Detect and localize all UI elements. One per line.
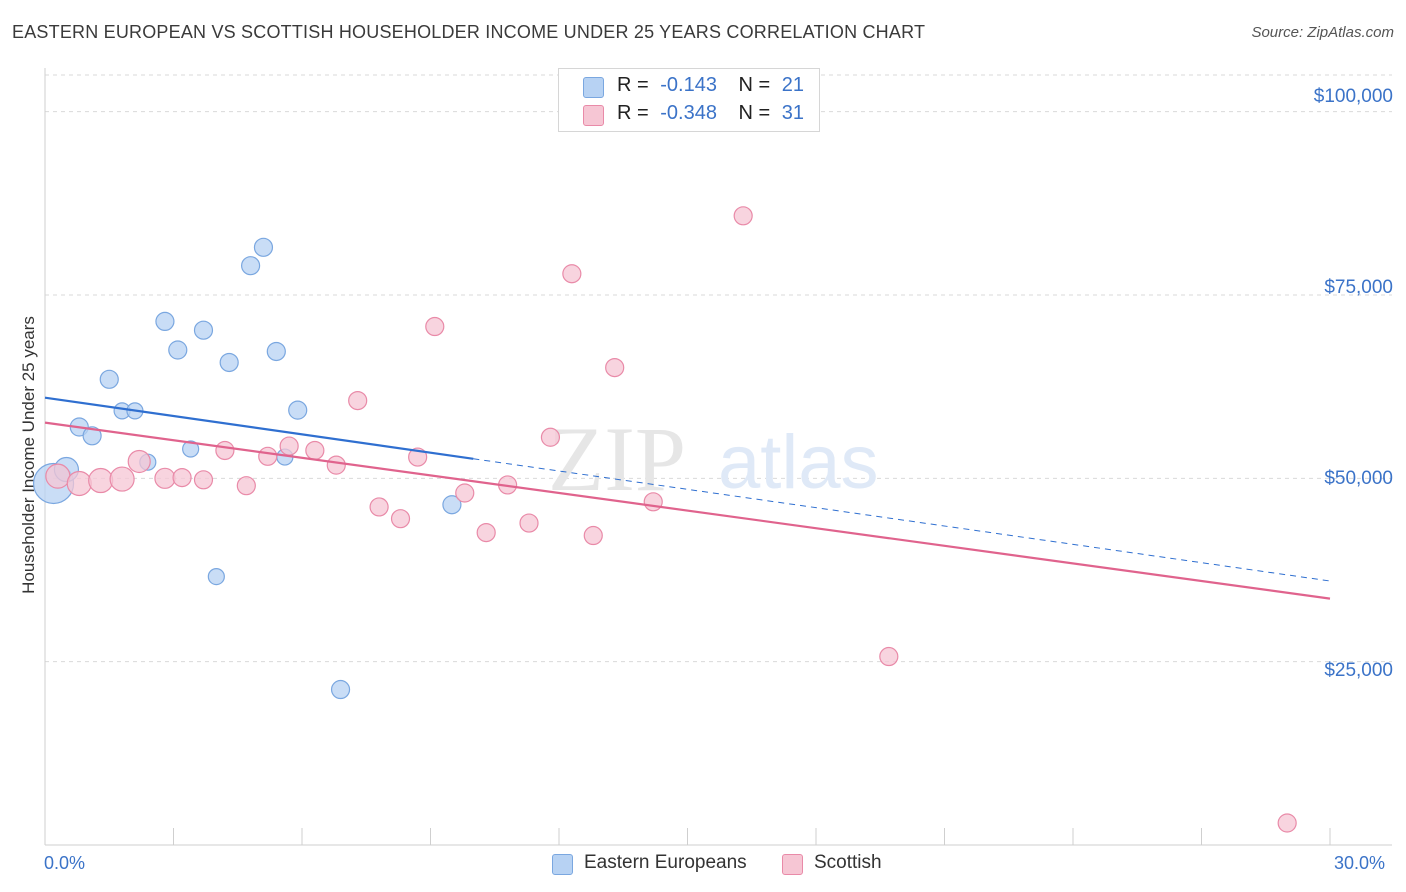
data-point-scottish [279, 436, 299, 456]
n-value: 21 [781, 74, 805, 96]
data-point-eastern-europeans [253, 237, 274, 257]
data-point-scottish [369, 497, 389, 517]
legend-item-label: Eastern Europeans [584, 852, 747, 873]
data-point-eastern-europeans [168, 340, 188, 360]
y-tick-label-50000: $50,000 [1324, 468, 1393, 489]
data-point-eastern-europeans [82, 426, 102, 446]
data-point-eastern-europeans [193, 320, 214, 340]
watermark-atlas: atlas [718, 420, 879, 505]
data-point-scottish [127, 449, 151, 474]
y-tick-label-100000: $100,000 [1313, 86, 1393, 107]
correlation-legend: R = -0.143 N = 21 R = -0.348 N = 31 [558, 68, 820, 132]
data-point-scottish [1277, 813, 1297, 833]
data-point-scottish [172, 468, 192, 488]
data-point-scottish [236, 476, 256, 496]
r-value: -0.143 [660, 74, 717, 96]
x-tick-label-min: 0.0% [44, 853, 86, 873]
data-point-scottish [258, 446, 278, 466]
data-point-eastern-europeans [288, 400, 308, 420]
data-point-scottish [562, 264, 582, 284]
data-point-scottish [733, 206, 753, 226]
trend-line-eastern-europeans [44, 396, 474, 460]
y-tick-label-25000: $25,000 [1324, 660, 1393, 681]
data-point-scottish [476, 522, 496, 543]
data-point-scottish [45, 463, 71, 489]
legend-row-text: R = -0.143 N = 21 [617, 74, 804, 97]
y-tick-label-75000: $75,000 [1324, 277, 1393, 298]
data-point-scottish [879, 646, 899, 667]
data-point-scottish [215, 440, 235, 461]
data-point-eastern-europeans [99, 369, 119, 389]
chart-source: Source: ZipAtlas.com [1251, 24, 1394, 41]
data-point-scottish [605, 358, 625, 378]
legend-swatch-pink [583, 105, 604, 126]
n-label: N = [738, 74, 771, 96]
data-point-scottish [455, 483, 475, 503]
data-point-eastern-europeans [330, 679, 351, 700]
data-point-scottish [193, 470, 214, 490]
trend-line-extension-eastern-europeans [473, 458, 1331, 582]
n-value: 31 [781, 102, 805, 124]
data-point-eastern-europeans [207, 567, 225, 586]
data-point-eastern-europeans [266, 341, 286, 362]
data-point-eastern-europeans [219, 352, 239, 373]
series-legend: Eastern Europeans Scottish [0, 852, 1406, 878]
r-label: R = [617, 74, 649, 96]
data-point-eastern-europeans [182, 440, 200, 458]
legend-swatch-blue [552, 854, 573, 875]
data-point-scottish [540, 427, 561, 447]
data-point-scottish [109, 466, 135, 492]
legend-swatch-blue [583, 77, 604, 98]
chart-title: EASTERN EUROPEAN VS SCOTTISH HOUSEHOLDER… [12, 22, 926, 42]
data-point-scottish [583, 525, 603, 546]
r-label: R = [617, 102, 649, 124]
data-point-scottish [643, 492, 663, 512]
data-point-scottish [348, 391, 368, 411]
trend-line-scottish [44, 421, 1331, 600]
data-point-eastern-europeans [155, 311, 175, 331]
x-tick-label-max: 30.0% [1334, 853, 1386, 873]
data-point-eastern-europeans [241, 256, 261, 276]
data-point-scottish [326, 455, 346, 475]
watermark-zip: ZIP [548, 408, 686, 510]
data-point-scottish [66, 470, 92, 497]
data-point-scottish [425, 316, 445, 337]
legend-swatch-pink [782, 854, 803, 875]
data-point-scottish [88, 467, 114, 494]
data-point-eastern-europeans [442, 495, 462, 515]
data-point-scottish [519, 513, 539, 533]
r-value: -0.348 [660, 102, 717, 124]
data-point-scottish [305, 440, 325, 461]
data-point-scottish [154, 467, 176, 489]
legend-item-label: Scottish [814, 852, 882, 873]
n-label: N = [738, 102, 771, 124]
data-point-scottish [390, 509, 411, 529]
legend-row-text: R = -0.348 N = 31 [617, 102, 804, 125]
